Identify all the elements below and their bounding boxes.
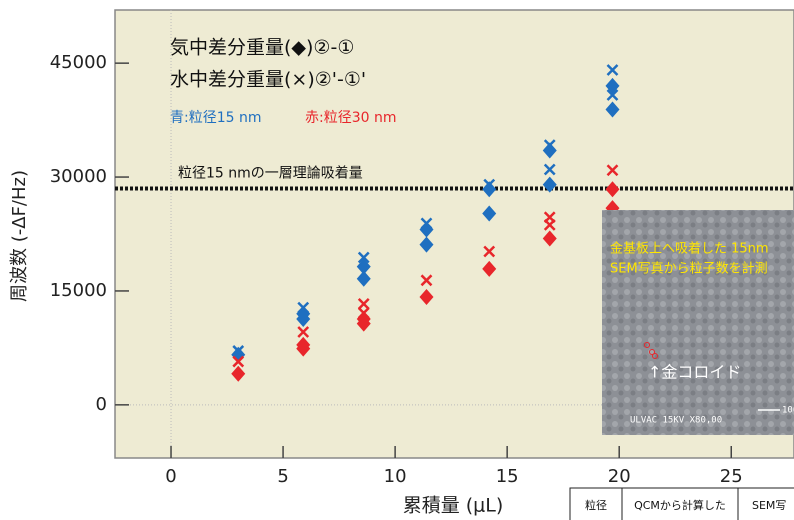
x-tick-label: 20 xyxy=(608,466,631,487)
table-header: QCMから計算した xyxy=(634,498,726,512)
x-tick-label: 15 xyxy=(496,466,519,487)
chart: 0 15000 30000 45000 0 5 10 15 20 25 累積量 (μL) 周波数 (-… xyxy=(0,0,794,520)
y-axis-label: 周波数 (-ΔF/Hz) xyxy=(9,170,30,302)
x-tick-label: 10 xyxy=(384,466,407,487)
y-tick-label: 0 xyxy=(96,394,107,415)
y-tick-label: 45000 xyxy=(50,52,107,73)
x-tick-label: 25 xyxy=(720,466,743,487)
x-axis-label: 累積量 (μL) xyxy=(403,495,504,517)
inset-caption: SEM写真から粒子数を計測 xyxy=(610,261,768,277)
scale-label: 100n xyxy=(782,406,794,416)
inset-caption: 金基板上へ吸着した 15nm xyxy=(610,241,769,257)
x-tick-label: 0 xyxy=(165,466,176,487)
y-tick-label: 30000 xyxy=(50,166,107,187)
reference-label: 粒径15 nmの一層理論吸着量 xyxy=(178,165,363,181)
table-header: 粒径 xyxy=(585,498,607,512)
annotation: 青:粒径15 nm xyxy=(170,110,262,126)
annotation: 気中差分重量(◆)②-① xyxy=(170,37,354,59)
y-tick-label: 15000 xyxy=(50,280,107,301)
inset-pointer: ↑金コロイド xyxy=(648,363,741,382)
annotation: 赤:粒径30 nm xyxy=(305,110,397,126)
inset-footer: ULVAC 15KV X80,00 xyxy=(630,416,722,426)
annotation: 水中差分重量(×)②'-①' xyxy=(170,69,366,91)
table-header: SEM写 xyxy=(752,499,786,512)
x-tick-label: 5 xyxy=(277,466,288,487)
